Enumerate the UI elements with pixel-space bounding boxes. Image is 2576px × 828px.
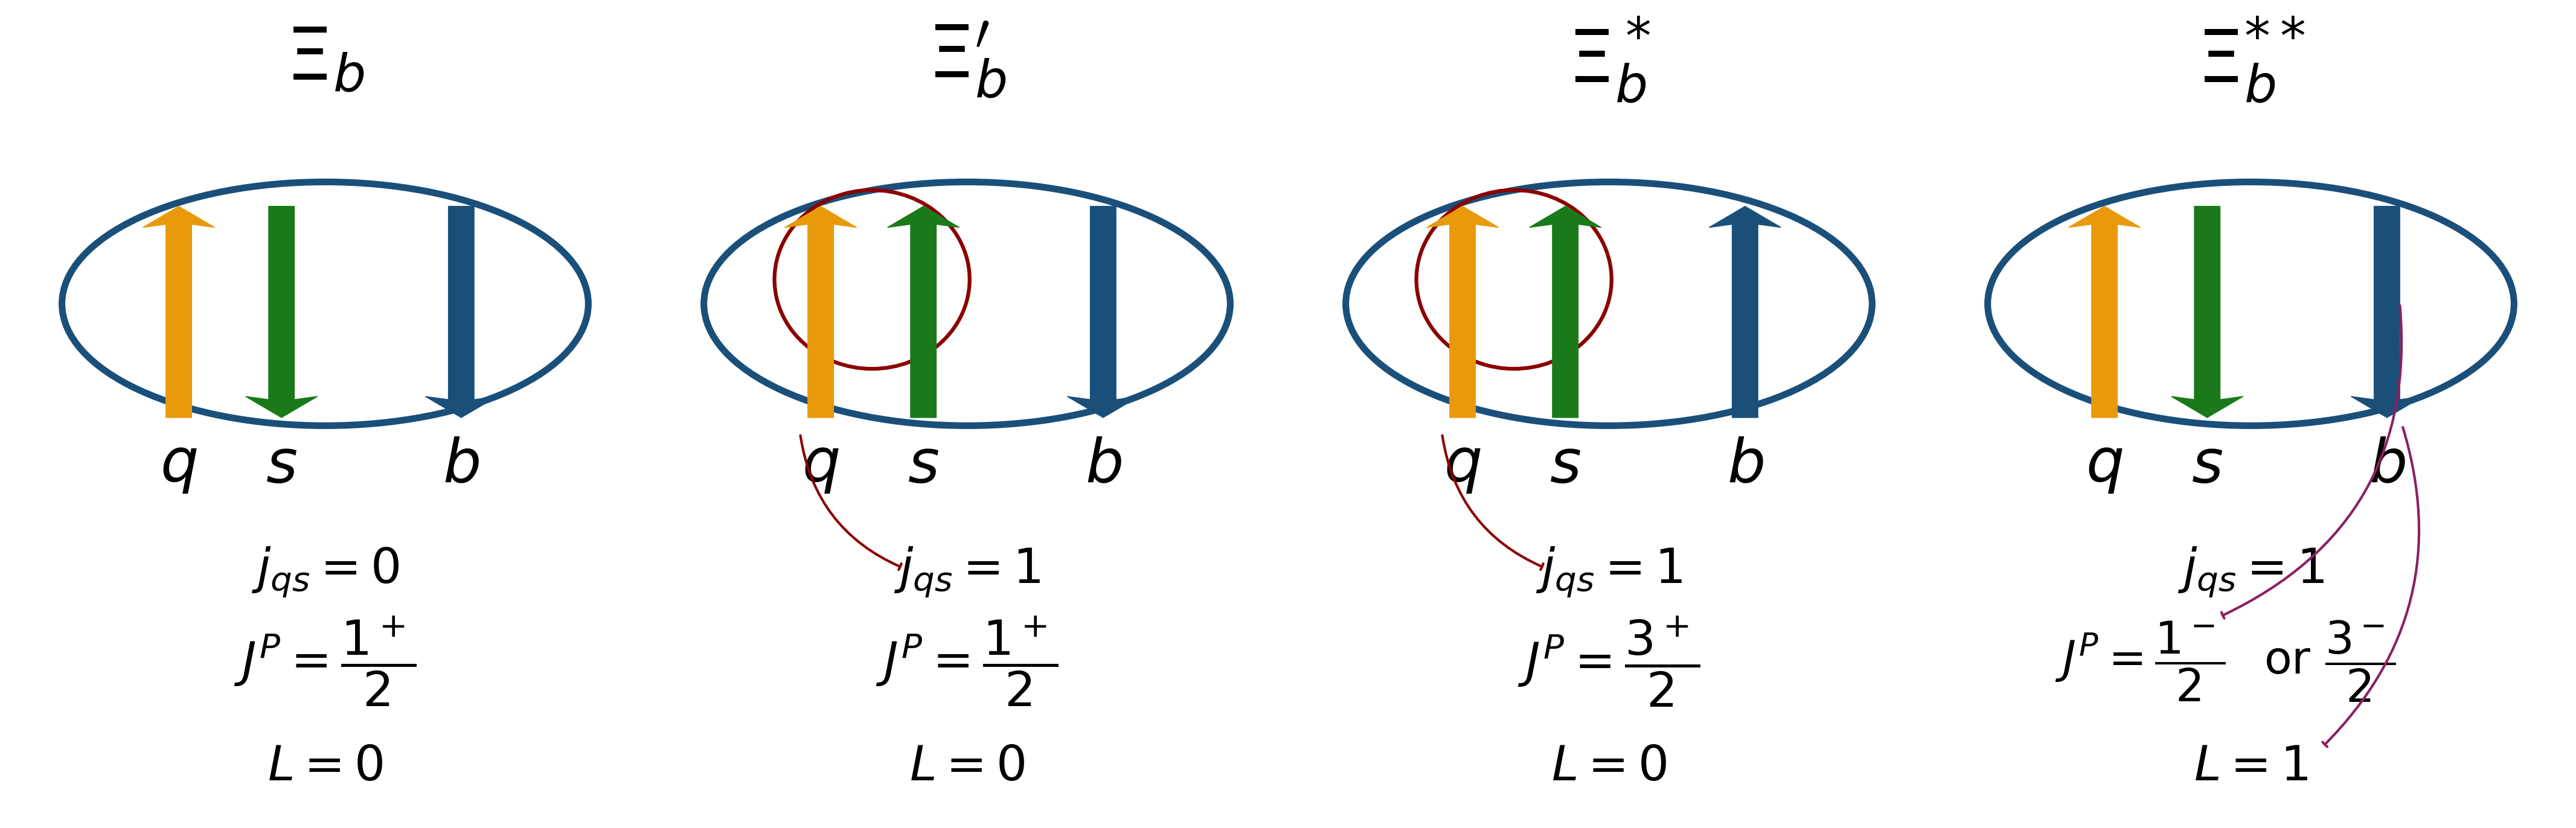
Text: $j_{qs} = 1$: $j_{qs} = 1$ [894,546,1041,599]
FancyArrow shape [2172,206,2244,417]
FancyArrow shape [1066,206,1139,417]
Text: $b$: $b$ [443,437,479,495]
FancyArrow shape [2352,206,2424,417]
Text: $s$: $s$ [265,437,296,495]
Text: $q$: $q$ [2087,437,2123,495]
Text: $j_{qs} = 1$: $j_{qs} = 1$ [1535,546,1682,599]
Text: $L = 0$: $L = 0$ [268,744,384,790]
Text: $s$: $s$ [907,437,940,495]
Text: $\Xi_b$: $\Xi_b$ [286,25,366,95]
Text: $L = 0$: $L = 0$ [1551,744,1667,790]
Text: $s$: $s$ [1551,437,1582,495]
Text: $\Xi_b^{**}$: $\Xi_b^{**}$ [2197,15,2306,105]
Text: $s$: $s$ [2192,437,2223,495]
FancyArrow shape [2069,206,2141,417]
Text: $J^P = \dfrac{3^+}{2}$: $J^P = \dfrac{3^+}{2}$ [1517,614,1700,709]
Text: $b$: $b$ [1726,437,1765,495]
FancyArrow shape [1708,206,1780,417]
Text: $j_{qs} = 1$: $j_{qs} = 1$ [2177,546,2324,599]
FancyArrow shape [1530,206,1602,417]
Text: $L = 0$: $L = 0$ [909,744,1025,790]
FancyArrow shape [1427,206,1499,417]
Text: $J^P = \dfrac{1^-}{2}$: $J^P = \dfrac{1^-}{2}$ [2056,619,2226,703]
FancyArrow shape [142,206,214,417]
FancyArrow shape [786,206,858,417]
Text: $q$: $q$ [1445,437,1481,495]
Text: $\mathrm{or}\ \dfrac{3^-}{2}$: $\mathrm{or}\ \dfrac{3^-}{2}$ [2264,619,2396,704]
Text: $q$: $q$ [801,437,840,495]
Text: $\Xi_b'$: $\Xi_b'$ [927,20,1007,100]
FancyArrow shape [245,206,317,417]
Text: $L = 1$: $L = 1$ [2195,744,2308,790]
Text: $j_{qs} = 0$: $j_{qs} = 0$ [250,546,399,599]
Text: $b$: $b$ [2367,437,2406,495]
Text: $q$: $q$ [160,437,198,495]
Text: $b$: $b$ [1084,437,1121,495]
FancyArrow shape [425,206,497,417]
Text: $J^P = \dfrac{1^+}{2}$: $J^P = \dfrac{1^+}{2}$ [876,614,1059,708]
Text: $J^P = \dfrac{1^+}{2}$: $J^P = \dfrac{1^+}{2}$ [234,614,417,708]
Text: $\Xi_b^*$: $\Xi_b^*$ [1569,15,1651,105]
FancyArrow shape [889,206,958,417]
